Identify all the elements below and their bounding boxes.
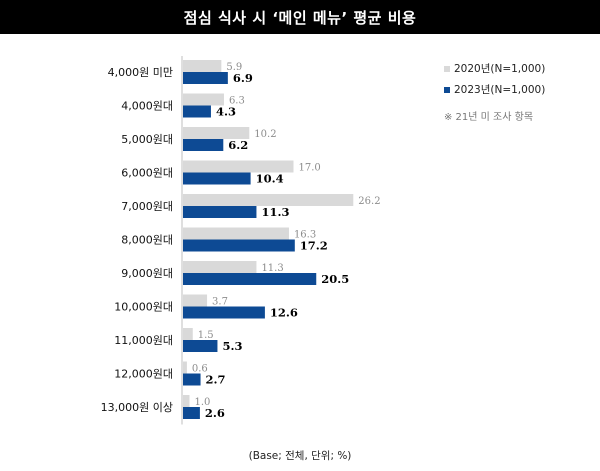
bar-2020 xyxy=(183,328,193,340)
value-label-2020: 5.9 xyxy=(226,62,242,73)
value-label-2020: 1.5 xyxy=(198,330,214,341)
bar-2020 xyxy=(183,294,208,307)
value-label-2023: 6.2 xyxy=(228,138,248,152)
value-label-2020: 16.3 xyxy=(294,230,316,241)
value-label-2023: 10.4 xyxy=(256,172,284,186)
bar-2023 xyxy=(183,72,228,84)
category-label: 10,000원대 xyxy=(114,301,173,314)
legend-swatch-2020 xyxy=(444,65,450,72)
bar-2020 xyxy=(183,60,222,72)
bar-2020 xyxy=(183,127,250,139)
value-label-2020: 0.6 xyxy=(192,364,208,375)
legend-swatch-2023 xyxy=(444,86,450,93)
value-label-2020: 1.0 xyxy=(195,397,211,408)
bar-2020 xyxy=(183,361,187,374)
survey-note: ※ 21년 미 조사 항목 xyxy=(444,112,534,123)
bar-2023 xyxy=(183,172,251,185)
category-label: 6,000원대 xyxy=(121,167,173,180)
value-label-2020: 11.3 xyxy=(261,263,283,274)
category-label: 9,000원대 xyxy=(121,267,173,280)
category-label: 5,000원대 xyxy=(121,133,173,146)
legend-label-2020: 2020년(N=1,000) xyxy=(454,63,546,75)
chart-legend: 2020년(N=1,000) 2023년(N=1,000) xyxy=(444,58,545,100)
value-label-2020: 3.7 xyxy=(212,297,228,308)
bar-2020 xyxy=(183,194,354,206)
base-unit-note: (Base; 전체, 단위; %) xyxy=(248,450,352,462)
bar-2023 xyxy=(183,373,201,386)
category-label: 12,000원대 xyxy=(114,368,173,381)
value-label-2023: 2.7 xyxy=(206,373,226,387)
category-label: 11,000원대 xyxy=(114,334,173,347)
value-label-2020: 26.2 xyxy=(358,196,380,207)
value-label-2023: 17.2 xyxy=(300,239,328,253)
bar-2020 xyxy=(183,93,224,106)
bar-2023 xyxy=(183,105,211,118)
value-label-2023: 6.9 xyxy=(233,71,253,85)
value-label-2023: 4.3 xyxy=(216,105,236,119)
category-label: 8,000원대 xyxy=(121,234,173,247)
bar-2023 xyxy=(183,273,317,285)
chart-title: 점심 식사 시 ‘메인 메뉴’ 평균 비용 xyxy=(183,8,417,27)
value-label-2023: 20.5 xyxy=(321,272,349,286)
category-label: 7,000원대 xyxy=(121,200,173,213)
category-label: 4,000원 미만 xyxy=(108,66,173,79)
bar-2023 xyxy=(183,239,295,252)
value-label-2023: 12.6 xyxy=(270,306,298,320)
category-label: 4,000원대 xyxy=(121,100,173,113)
chart-title-bar: 점심 식사 시 ‘메인 메뉴’ 평균 비용 xyxy=(0,0,600,34)
value-label-2020: 10.2 xyxy=(254,129,276,140)
bar-2020 xyxy=(183,227,289,240)
bar-2020 xyxy=(183,261,257,273)
bar-2023 xyxy=(183,340,218,352)
legend-label-2023: 2023년(N=1,000) xyxy=(454,84,546,96)
value-label-2023: 11.3 xyxy=(261,205,289,219)
bar-2023 xyxy=(183,407,200,419)
value-label-2020: 6.3 xyxy=(229,96,245,107)
value-label-2020: 17.0 xyxy=(299,163,321,174)
category-label: 13,000원 이상 xyxy=(101,401,173,414)
value-label-2023: 5.3 xyxy=(222,339,242,353)
bar-2020 xyxy=(183,160,294,173)
legend-item-2023: 2023년(N=1,000) xyxy=(444,79,545,100)
bar-2020 xyxy=(183,395,190,407)
legend-item-2020: 2020년(N=1,000) xyxy=(444,58,545,79)
value-label-2023: 2.6 xyxy=(205,406,225,420)
bar-2023 xyxy=(183,139,224,151)
bar-2023 xyxy=(183,206,257,218)
bar-2023 xyxy=(183,306,265,319)
